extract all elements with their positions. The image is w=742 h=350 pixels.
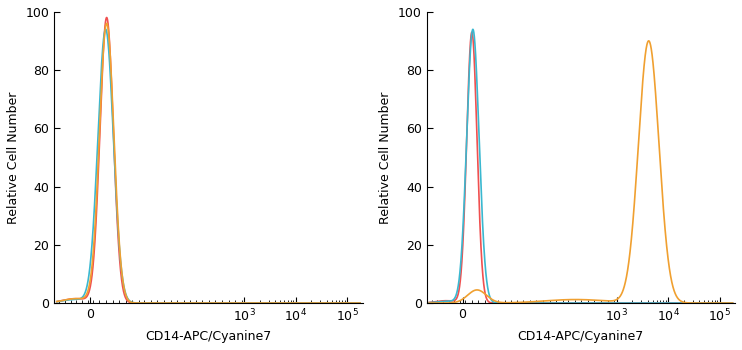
- Y-axis label: Relative Cell Number: Relative Cell Number: [7, 91, 20, 224]
- Y-axis label: Relative Cell Number: Relative Cell Number: [379, 91, 393, 224]
- X-axis label: CD14-APC/Cyanine7: CD14-APC/Cyanine7: [518, 330, 644, 343]
- X-axis label: CD14-APC/Cyanine7: CD14-APC/Cyanine7: [145, 330, 272, 343]
